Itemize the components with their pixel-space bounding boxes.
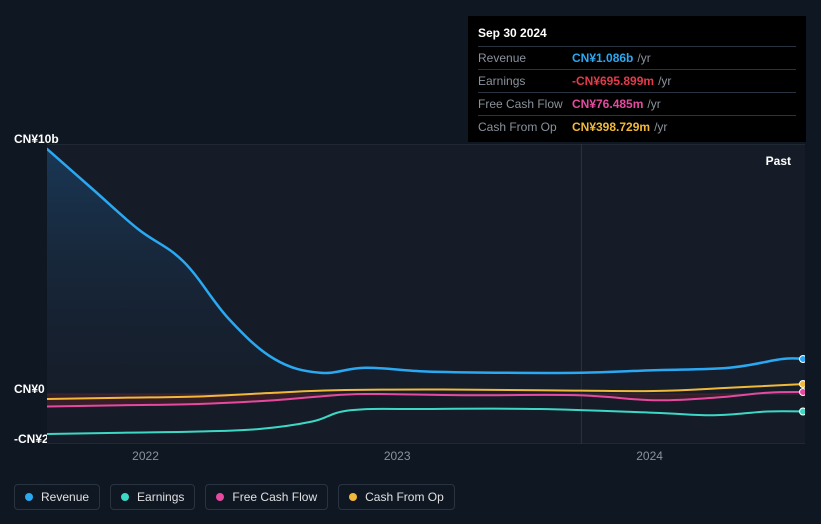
- x-axis-label: 2024: [636, 449, 663, 463]
- legend-item-label: Revenue: [41, 490, 89, 504]
- legend-dot-icon: [121, 493, 129, 501]
- plot-background[interactable]: Past: [47, 144, 805, 444]
- x-axis-label: 2022: [132, 449, 159, 463]
- legend-dot-icon: [349, 493, 357, 501]
- tooltip-row-label: Revenue: [478, 51, 572, 65]
- legend-item-revenue[interactable]: Revenue: [14, 484, 100, 510]
- x-axis-labels: 2022 2023 2024: [47, 449, 805, 469]
- legend-item-free-cash-flow[interactable]: Free Cash Flow: [205, 484, 328, 510]
- chart-svg: [47, 144, 805, 444]
- tooltip-row-value: CN¥1.086b: [572, 51, 633, 65]
- tooltip-row-unit: /yr: [637, 51, 650, 65]
- tooltip-row-unit: /yr: [647, 97, 660, 111]
- legend: Revenue Earnings Free Cash Flow Cash From O…: [14, 484, 455, 510]
- x-axis-label: 2023: [384, 449, 411, 463]
- tooltip-row-unit: /yr: [658, 74, 671, 88]
- tooltip-row-value: CN¥76.485m: [572, 97, 643, 111]
- tooltip-panel: Sep 30 2024 RevenueCN¥1.086b/yrEarnings-…: [468, 16, 806, 142]
- legend-item-label: Cash From Op: [365, 490, 444, 504]
- chart: CN¥10bCN¥0-CN¥2b Past 202220232024: [14, 125, 808, 477]
- tooltip-row-value: -CN¥695.899m: [572, 74, 654, 88]
- tooltip-row-label: Earnings: [478, 74, 572, 88]
- legend-item-cash-from-op[interactable]: Cash From Op: [338, 484, 455, 510]
- y-axis-label: CN¥0: [14, 382, 45, 396]
- tooltip-row-label: Free Cash Flow: [478, 97, 572, 111]
- legend-dot-icon: [25, 493, 33, 501]
- legend-item-label: Earnings: [137, 490, 184, 504]
- tooltip-row: RevenueCN¥1.086b/yr: [478, 47, 796, 70]
- legend-dot-icon: [216, 493, 224, 501]
- legend-item-earnings[interactable]: Earnings: [110, 484, 195, 510]
- legend-item-label: Free Cash Flow: [232, 490, 317, 504]
- past-label: Past: [766, 154, 791, 168]
- tooltip-row: Free Cash FlowCN¥76.485m/yr: [478, 93, 796, 116]
- tooltip-row: Earnings-CN¥695.899m/yr: [478, 70, 796, 93]
- tooltip-date: Sep 30 2024: [478, 22, 796, 47]
